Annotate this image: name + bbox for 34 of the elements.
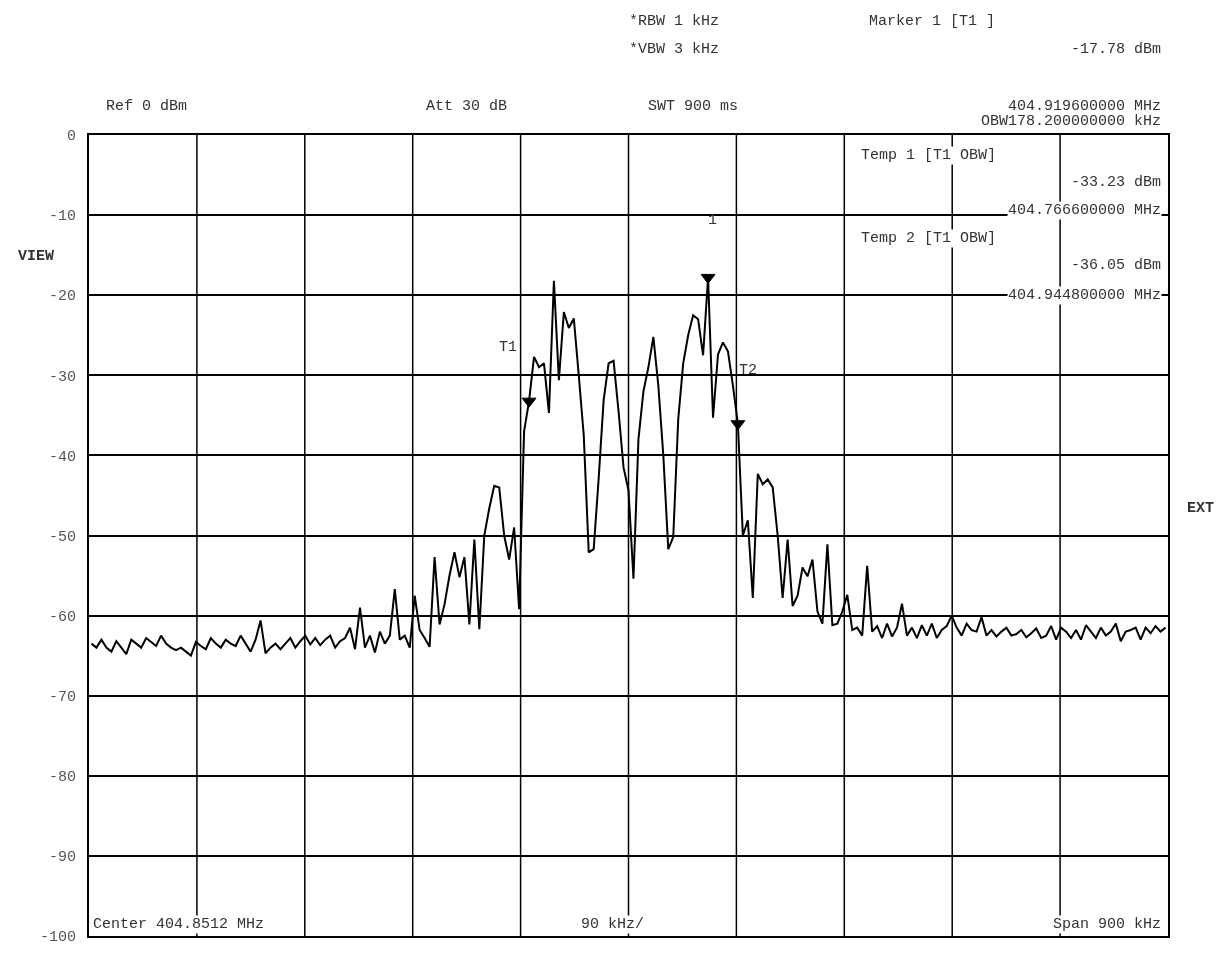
text: Marker 1 [T1 ] [869, 13, 996, 30]
y-tick-label: -40 [48, 448, 76, 466]
y-tick-label: -30 [48, 368, 76, 386]
annotation: T2 [739, 362, 758, 379]
annotation: Temp 2 [T1 OBW] [861, 230, 997, 247]
y-tick-label: -60 [48, 608, 76, 626]
text: *VBW 3 kHz [629, 41, 720, 58]
annotation: 404.944800000 MHz [1008, 287, 1162, 304]
annotation: Temp 1 [T1 OBW] [861, 147, 997, 164]
annotation: 404.766600000 MHz [1008, 202, 1162, 219]
y-tick-label: -50 [48, 528, 76, 546]
y-tick-label: -100 [39, 929, 76, 947]
annotation: -33.23 dBm [1071, 174, 1162, 191]
text: Att 30 dB [426, 98, 508, 115]
text: Ref 0 dBm [106, 98, 188, 115]
annotation: Span 900 kHz [1053, 916, 1162, 933]
y-tick-label: -70 [48, 688, 76, 706]
annotation: -36.05 dBm [1071, 257, 1162, 274]
annotation: T1 [499, 339, 518, 356]
text: OBW178.200000000 kHz [981, 113, 1162, 130]
text: -17.78 dBm [1071, 41, 1162, 58]
annotation: 90 kHz/ [581, 916, 645, 933]
text: EXT [1187, 500, 1215, 517]
y-tick-label: -20 [48, 288, 76, 306]
y-tick-label: 0 [66, 128, 76, 146]
text: 404.919600000 MHz [1008, 98, 1162, 115]
annotation: 1 [708, 212, 718, 229]
annotation: Center 404.8512 MHz [93, 916, 265, 933]
y-tick-label: -80 [48, 769, 76, 787]
y-tick-label: -90 [48, 849, 76, 867]
y-tick-label: -10 [48, 208, 76, 226]
text: VIEW [18, 248, 55, 265]
text: *RBW 1 kHz [629, 13, 720, 30]
text: SWT 900 ms [648, 98, 739, 115]
